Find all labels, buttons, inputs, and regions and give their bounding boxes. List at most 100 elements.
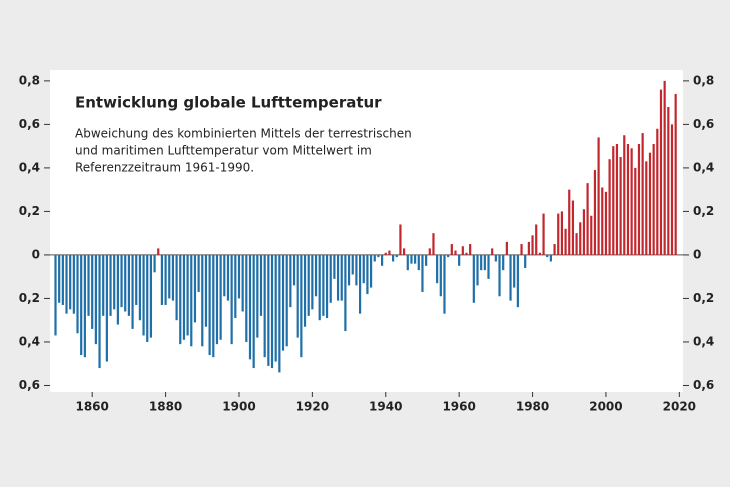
bar: [384, 252, 387, 255]
bar: [124, 254, 127, 312]
y-tick-label: 0,4: [19, 334, 40, 348]
bar: [120, 254, 123, 308]
bar: [131, 254, 134, 329]
bar: [509, 254, 512, 301]
bar: [487, 254, 490, 279]
x-tick-label: 1920: [296, 400, 329, 414]
bar: [535, 224, 538, 255]
bar: [347, 254, 351, 286]
bar: [322, 254, 325, 316]
bar: [87, 254, 90, 316]
bar: [278, 254, 281, 373]
bar: [652, 143, 655, 255]
bar: [80, 254, 83, 356]
bar: [311, 254, 314, 310]
bar: [480, 254, 483, 271]
bar: [527, 241, 530, 255]
bar: [289, 254, 292, 308]
bar: [421, 254, 424, 292]
bar: [274, 254, 277, 362]
bar: [336, 254, 340, 301]
y2-tick-label: 0: [693, 247, 701, 261]
chart-title: Entwicklung globale Lufttemperatur: [75, 94, 382, 112]
bar: [256, 254, 259, 338]
subtitle-line: und maritimen Lufttemperatur vom Mittelw…: [75, 144, 372, 158]
bar: [392, 254, 395, 262]
y-tick-label: 0,6: [19, 117, 40, 131]
bar: [549, 254, 552, 262]
y2-tick-label: 0,2: [693, 291, 714, 305]
bar: [215, 254, 219, 345]
bar: [369, 254, 373, 288]
bar: [351, 254, 354, 275]
y-tick-label: 0,2: [19, 291, 40, 305]
bar: [65, 254, 68, 314]
bar: [160, 254, 164, 305]
x-tick-label: 1980: [516, 400, 549, 414]
y2-tick-label: 0,4: [693, 334, 714, 348]
bar: [380, 254, 384, 266]
bar: [333, 254, 336, 279]
bar: [436, 254, 439, 284]
x-tick-label: 1880: [149, 400, 182, 414]
bar: [325, 254, 329, 319]
bar: [425, 254, 428, 266]
bar: [212, 254, 215, 358]
bar: [186, 254, 189, 336]
bar: [637, 143, 641, 255]
subtitle-line: Referenzzeitraum 1961-1990.: [75, 161, 254, 175]
bar: [98, 254, 101, 369]
bar: [175, 254, 178, 321]
bar: [483, 254, 486, 271]
bar: [469, 244, 472, 255]
bar: [146, 254, 149, 342]
bar: [626, 143, 630, 255]
bar: [366, 254, 369, 295]
bar: [157, 248, 160, 255]
subtitle-line: Abweichung des kombinierten Mittels der …: [75, 127, 412, 141]
bar: [76, 254, 79, 334]
bar: [314, 254, 318, 297]
bar: [623, 135, 626, 255]
bar: [58, 254, 61, 303]
bar: [590, 215, 593, 255]
bar: [498, 254, 501, 297]
bar: [634, 167, 637, 255]
bar: [149, 254, 153, 338]
bar: [505, 241, 508, 255]
y-tick-label: 0,2: [19, 204, 40, 218]
bar: [72, 254, 75, 314]
plot-panel: [50, 70, 683, 392]
bar: [432, 233, 435, 255]
bar: [54, 254, 57, 336]
bar: [267, 254, 270, 366]
bar: [630, 148, 633, 255]
bar: [197, 254, 200, 292]
y2-tick-label: 0,8: [693, 73, 714, 87]
bar: [619, 157, 622, 255]
bar: [450, 244, 453, 255]
bar: [388, 250, 391, 255]
bar: [201, 254, 204, 347]
bar: [502, 254, 505, 271]
bar: [292, 254, 296, 286]
bar: [516, 254, 519, 308]
bar: [428, 248, 431, 255]
bar: [193, 254, 197, 323]
bar: [263, 254, 266, 358]
bar: [226, 254, 230, 301]
bar: [582, 209, 586, 255]
bar: [182, 254, 186, 340]
bar: [252, 254, 255, 369]
bar: [542, 213, 545, 255]
bar: [645, 161, 648, 255]
bar: [520, 244, 523, 255]
bar: [208, 254, 211, 356]
x-tick-label: 2000: [589, 400, 622, 414]
bar: [494, 254, 497, 262]
bar: [234, 254, 237, 319]
bar: [296, 254, 299, 338]
bar: [83, 254, 86, 358]
bar: [248, 254, 252, 360]
x-tick-label: 1960: [442, 400, 475, 414]
